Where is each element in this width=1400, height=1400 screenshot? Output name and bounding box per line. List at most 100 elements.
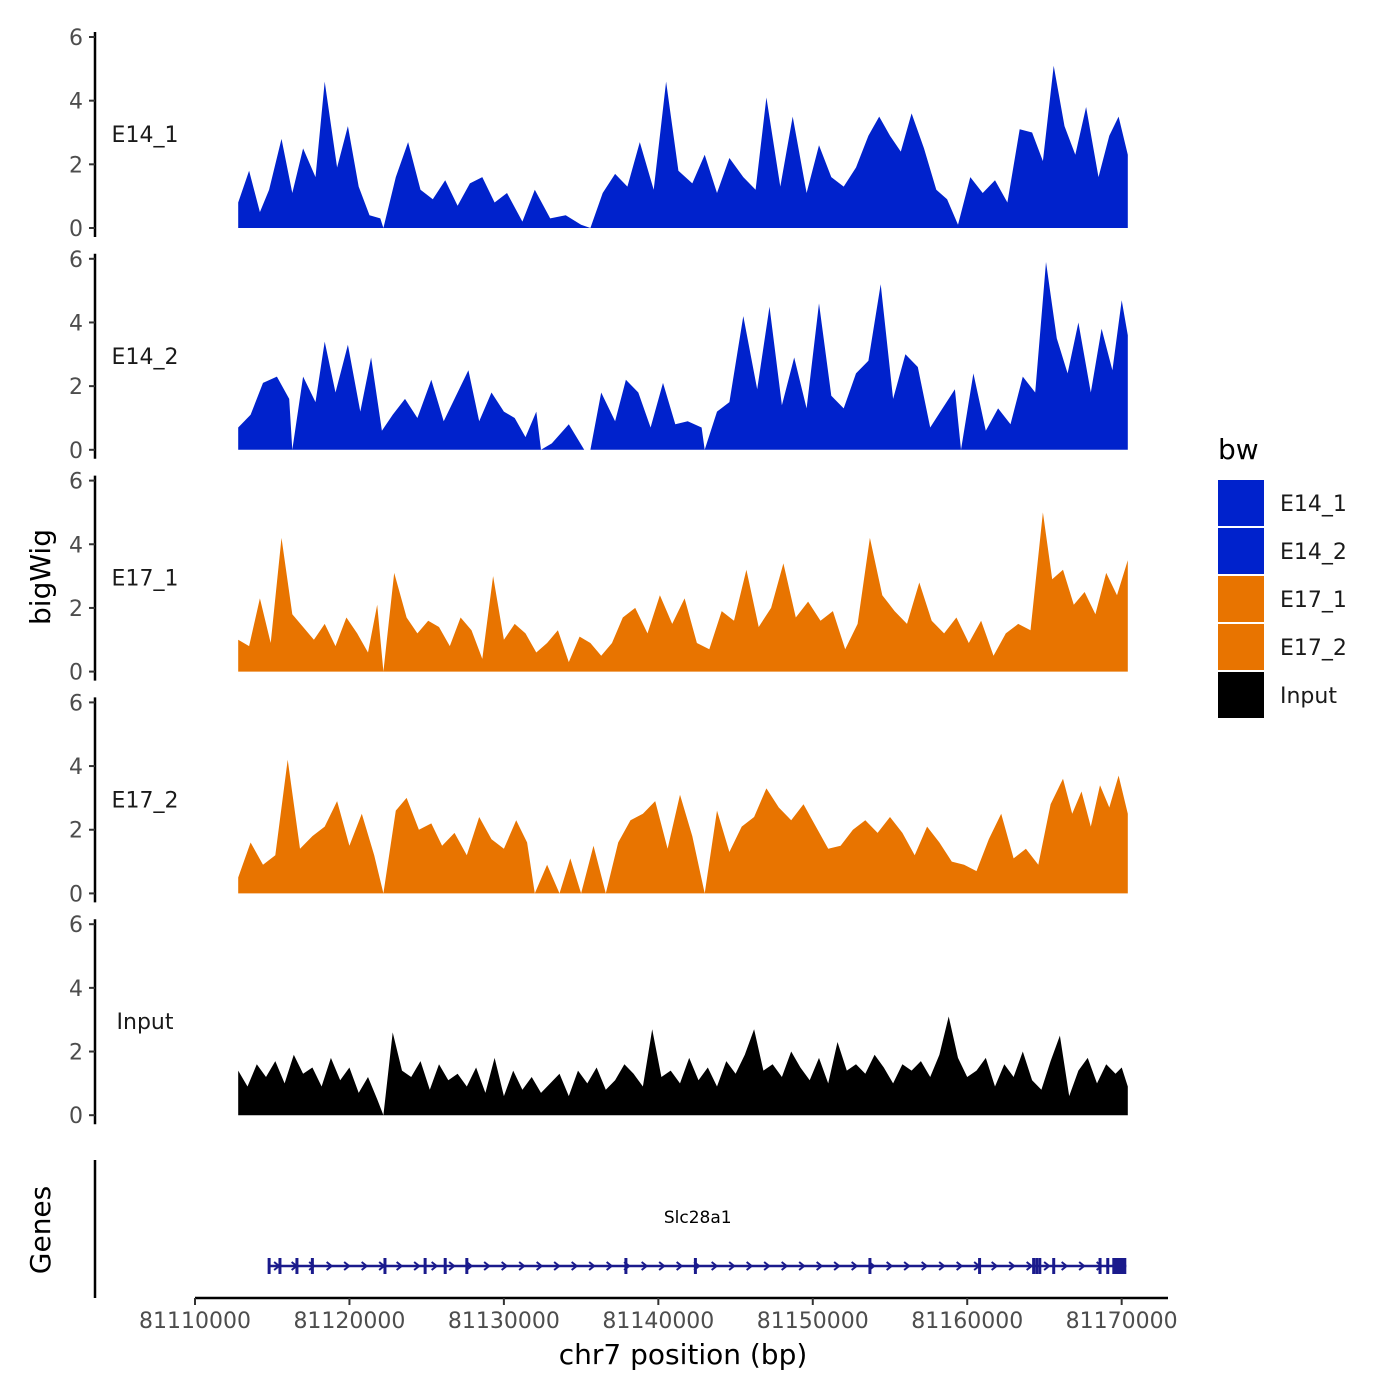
strand-arrow bbox=[536, 1261, 544, 1271]
exon bbox=[693, 1258, 697, 1274]
strand-arrow bbox=[938, 1261, 946, 1271]
legend-swatch-E14_2 bbox=[1218, 528, 1264, 574]
strand-arrow bbox=[326, 1261, 334, 1271]
exon bbox=[624, 1258, 628, 1274]
signal-area bbox=[238, 262, 1128, 450]
legend-swatch-Input bbox=[1218, 672, 1264, 718]
legend: bw E14_1 E14_2 E17_1 E17_2 Input bbox=[1218, 433, 1347, 718]
y-tick-label: 4 bbox=[69, 977, 83, 1002]
y-tick-label: 6 bbox=[69, 691, 83, 716]
exon bbox=[267, 1258, 271, 1274]
strand-arrow bbox=[921, 1261, 929, 1271]
legend-title: bw bbox=[1218, 433, 1259, 466]
strand-arrow bbox=[641, 1261, 649, 1271]
strand-arrow bbox=[851, 1261, 859, 1271]
strand-arrow bbox=[676, 1261, 684, 1271]
track-label: E14_1 bbox=[112, 123, 179, 148]
strand-arrow bbox=[1078, 1261, 1086, 1271]
exon bbox=[868, 1258, 872, 1274]
y-tick-label: 4 bbox=[69, 755, 83, 780]
exon bbox=[443, 1258, 447, 1274]
x-tick-label: 81120000 bbox=[293, 1309, 405, 1334]
strand-arrow bbox=[816, 1261, 824, 1271]
exon bbox=[1035, 1258, 1039, 1274]
strand-arrow bbox=[728, 1261, 736, 1271]
strand-arrow bbox=[1008, 1261, 1016, 1271]
exon bbox=[1098, 1258, 1102, 1274]
x-axis: 81110000 81120000 81130000 81140000 81150000… bbox=[139, 1296, 1178, 1334]
exon bbox=[1038, 1258, 1042, 1274]
strand-arrow bbox=[448, 1261, 456, 1271]
legend-label-Input: Input bbox=[1280, 684, 1337, 709]
strand-arrow bbox=[886, 1261, 894, 1271]
track-E14_1: 0 2 4 6 E14_1 bbox=[69, 26, 1128, 242]
legend-swatch-E17_2 bbox=[1218, 624, 1264, 670]
strand-arrow bbox=[711, 1261, 719, 1271]
y-tick-label: 2 bbox=[69, 153, 83, 178]
legend-label-E17_2: E17_2 bbox=[1280, 636, 1347, 661]
strand-arrow bbox=[588, 1261, 596, 1271]
y-tick-label: 2 bbox=[69, 597, 83, 622]
track-E17_2: 0 2 4 6 E17_2 bbox=[69, 691, 1128, 907]
signal-area bbox=[238, 65, 1128, 228]
gene-track: Slc28a1 bbox=[93, 1160, 1127, 1298]
legend-label-E17_1: E17_1 bbox=[1280, 588, 1347, 613]
track-label: E14_2 bbox=[112, 345, 179, 370]
exon bbox=[310, 1258, 314, 1274]
signal-area bbox=[238, 1016, 1128, 1116]
strand-arrow bbox=[396, 1261, 404, 1271]
strand-arrow bbox=[1061, 1261, 1069, 1271]
exon bbox=[383, 1258, 387, 1274]
y-tick-label: 4 bbox=[69, 311, 83, 336]
x-tick-label: 81150000 bbox=[757, 1309, 869, 1334]
y-tick-label: 0 bbox=[69, 217, 83, 242]
exon bbox=[295, 1258, 299, 1274]
strand-arrow bbox=[413, 1261, 421, 1271]
x-axis-title: chr7 position (bp) bbox=[559, 1338, 808, 1371]
strand-arrow bbox=[833, 1261, 841, 1271]
strand-arrow bbox=[746, 1261, 754, 1271]
legend-swatch-E17_1 bbox=[1218, 576, 1264, 622]
x-tick-label: 81130000 bbox=[448, 1309, 560, 1334]
track-Input: 0 2 4 6 Input bbox=[69, 913, 1128, 1129]
strand-arrow bbox=[1026, 1261, 1034, 1271]
exon bbox=[1052, 1258, 1056, 1274]
signal-area bbox=[238, 759, 1128, 894]
y-axis-title: bigWig bbox=[24, 529, 57, 625]
y-tick-label: 0 bbox=[69, 882, 83, 907]
x-tick-label: 81110000 bbox=[139, 1309, 251, 1334]
strand-arrow bbox=[308, 1261, 316, 1271]
strand-arrow bbox=[991, 1261, 999, 1271]
exon bbox=[278, 1258, 282, 1274]
track-E17_1: 0 2 4 6 E17_1 bbox=[69, 470, 1128, 686]
genes-axis-title: Genes bbox=[24, 1186, 57, 1274]
y-tick-label: 6 bbox=[69, 913, 83, 938]
legend-label-E14_2: E14_2 bbox=[1280, 540, 1347, 565]
x-tick-label: 81170000 bbox=[1066, 1309, 1178, 1334]
track-label: E17_1 bbox=[112, 567, 179, 592]
exon bbox=[465, 1258, 469, 1274]
y-tick-label: 0 bbox=[69, 439, 83, 464]
strand-arrow bbox=[343, 1261, 351, 1271]
strand-arrow bbox=[1096, 1261, 1104, 1271]
gene-name-label: Slc28a1 bbox=[664, 1208, 732, 1228]
y-tick-label: 0 bbox=[69, 1104, 83, 1129]
legend-label-E14_1: E14_1 bbox=[1280, 492, 1347, 517]
exon bbox=[978, 1258, 982, 1274]
strand-arrow bbox=[553, 1261, 561, 1271]
x-tick-label: 81140000 bbox=[602, 1309, 714, 1334]
y-tick-label: 4 bbox=[69, 90, 83, 115]
signal-tracks: 0 2 4 6 E14_1 0 2 4 6 E14_2 0 2 4 6 E17_1 0 2 4 6 E17_2 0 2 4 6… bbox=[69, 26, 1128, 1129]
strand-arrow bbox=[606, 1261, 614, 1271]
strand-arrow bbox=[501, 1261, 509, 1271]
exon bbox=[1032, 1258, 1036, 1274]
exon bbox=[423, 1258, 427, 1274]
y-tick-label: 6 bbox=[69, 248, 83, 273]
strand-arrow bbox=[1043, 1261, 1051, 1271]
terminal-exon bbox=[1112, 1258, 1127, 1274]
strand-arrow bbox=[518, 1261, 526, 1271]
legend-swatch-E14_1 bbox=[1218, 480, 1264, 526]
strand-arrow bbox=[431, 1261, 439, 1271]
exon bbox=[1106, 1258, 1110, 1274]
